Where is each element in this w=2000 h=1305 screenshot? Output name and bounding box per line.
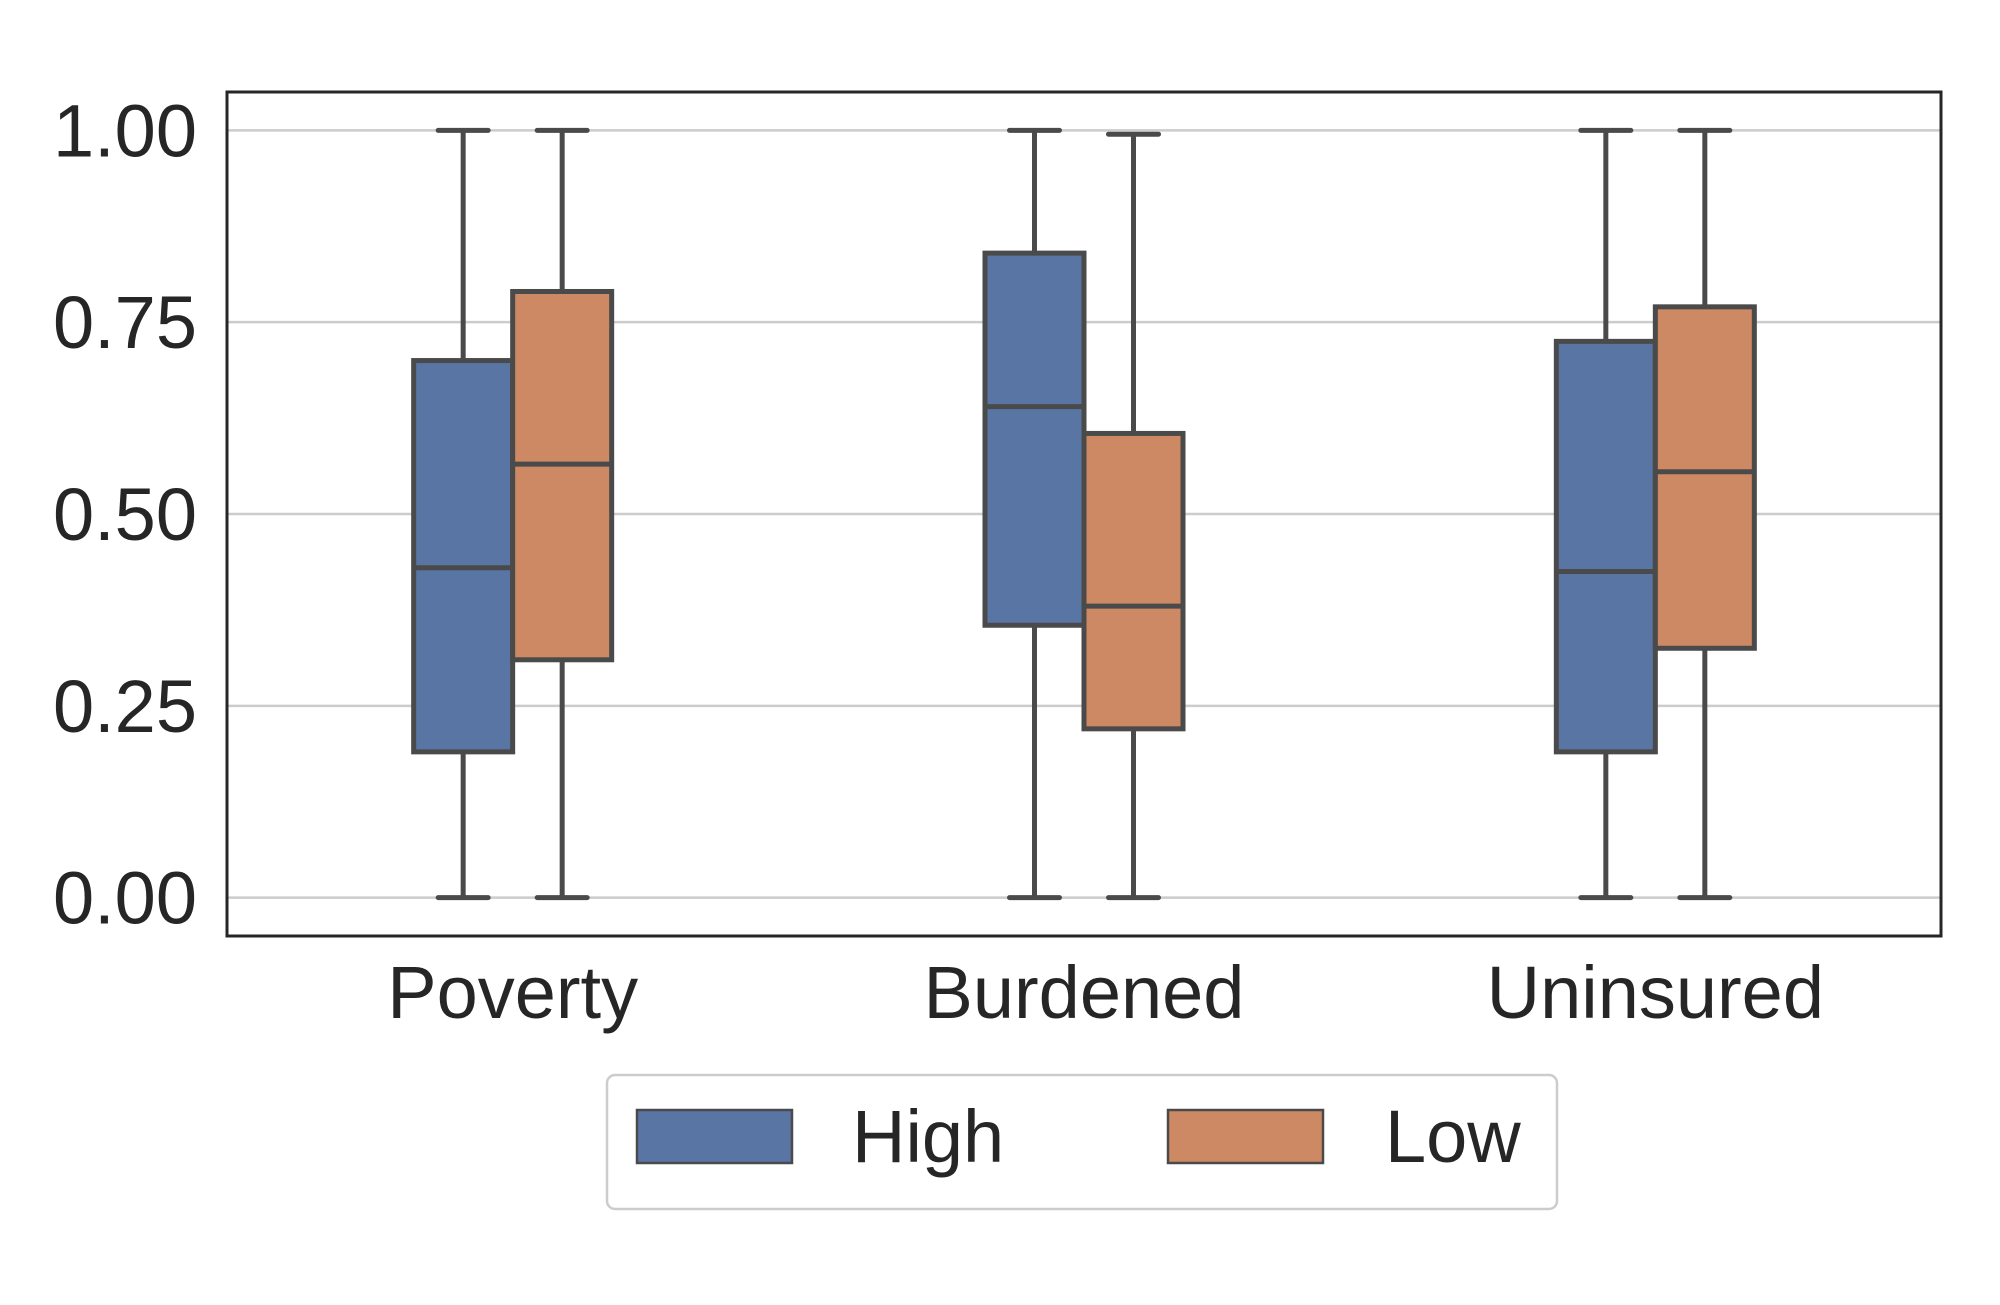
box-layer	[411, 127, 1757, 901]
y-tick-label: 0.25	[53, 665, 197, 748]
legend-label-high: High	[852, 1095, 1004, 1178]
iqr-box	[1081, 430, 1186, 732]
y-tick-label: 0.00	[53, 857, 197, 940]
y-tick-label: 1.00	[53, 89, 197, 172]
box-low-poverty	[510, 127, 615, 901]
legend-frame	[605, 1073, 1559, 1211]
x-category-labels: Poverty Burdened Uninsured	[387, 951, 1824, 1034]
box-high-poverty	[411, 127, 516, 901]
iqr-box	[510, 288, 615, 663]
legend-patch-low	[1166, 1108, 1325, 1165]
y-tick-label: 0.75	[53, 281, 197, 364]
iqr-box	[411, 358, 516, 755]
box-low-burdened	[1081, 131, 1186, 901]
box-high-uninsured	[1553, 127, 1658, 901]
iqr-box	[1652, 304, 1757, 651]
plot-frame	[225, 90, 1943, 938]
x-category-label: Uninsured	[1487, 951, 1824, 1034]
iqr-box	[982, 250, 1087, 628]
box-low-uninsured	[1652, 127, 1757, 901]
y-tick-labels: 0.00 0.25 0.50 0.75 1.00	[53, 89, 197, 939]
y-tick-label: 0.50	[53, 473, 197, 556]
legend-patch-high	[635, 1108, 794, 1165]
legend: High Low	[605, 1073, 1559, 1211]
x-category-label: Burdened	[924, 951, 1245, 1034]
x-category-label: Poverty	[387, 951, 638, 1034]
legend-label-low: Low	[1385, 1095, 1521, 1178]
iqr-box	[1553, 338, 1658, 755]
box-high-burdened	[982, 127, 1087, 901]
